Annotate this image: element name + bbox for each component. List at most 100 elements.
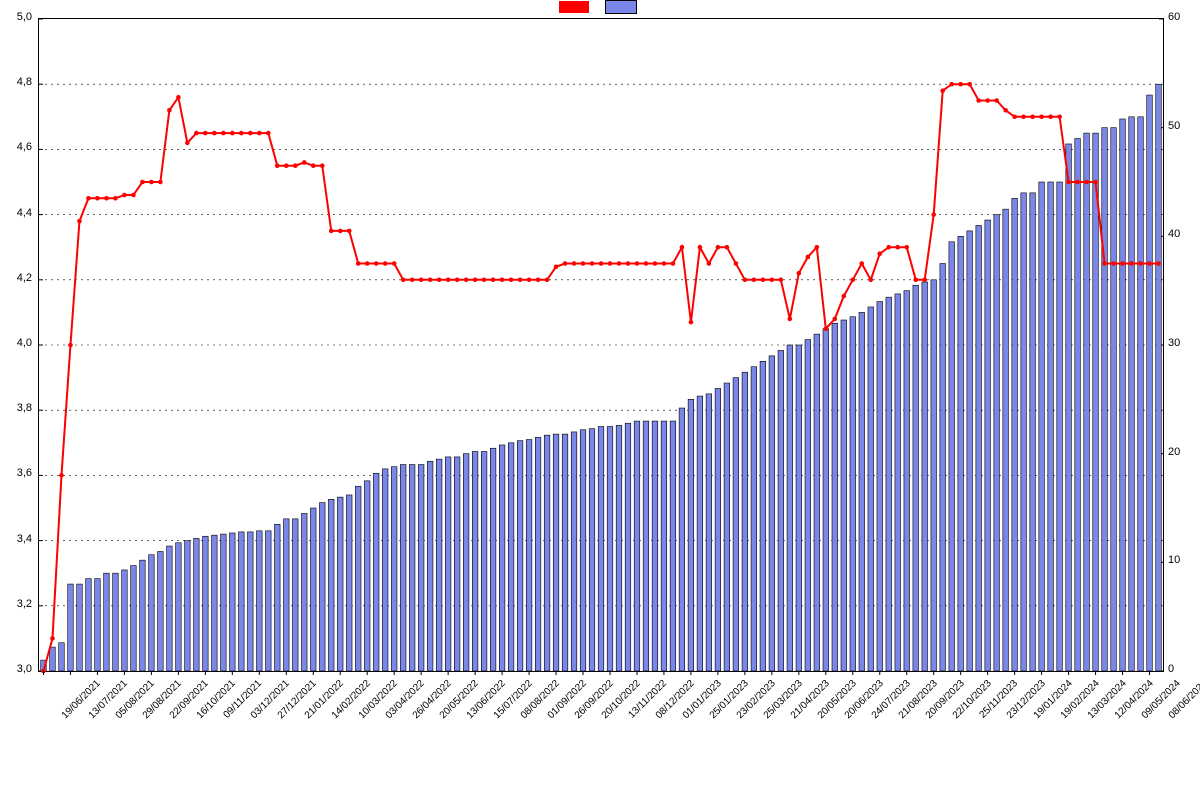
bar: [805, 340, 811, 671]
bar: [787, 345, 793, 671]
bar: [616, 425, 622, 671]
line-marker: [311, 163, 316, 168]
line-marker: [212, 131, 217, 136]
bar: [337, 497, 343, 671]
plot-area: [38, 18, 1164, 672]
line-marker: [437, 278, 442, 283]
bar: [832, 323, 838, 671]
line-marker: [347, 229, 352, 234]
legend: [0, 0, 1200, 14]
bar: [230, 533, 236, 671]
bar: [481, 451, 487, 671]
y-right-tick-label: 30: [1168, 337, 1180, 349]
line-marker: [527, 278, 532, 283]
bar: [508, 443, 514, 671]
line-marker: [1147, 261, 1152, 266]
bar: [868, 307, 874, 671]
bar: [760, 361, 766, 671]
bar: [1066, 144, 1072, 671]
bar: [850, 317, 856, 671]
bar: [562, 434, 568, 671]
line-marker: [428, 278, 433, 283]
line-marker: [904, 245, 909, 250]
bar: [490, 448, 496, 671]
y-left-tick-label: 3,4: [0, 533, 32, 545]
bar: [688, 399, 694, 671]
line-marker: [1093, 180, 1098, 185]
line-marker: [886, 245, 891, 250]
bar: [1102, 128, 1108, 671]
bar: [292, 519, 298, 671]
bar: [77, 584, 83, 671]
bar: [580, 430, 586, 671]
line-marker: [626, 261, 631, 266]
bar: [859, 312, 865, 671]
bar: [931, 280, 937, 671]
line-marker: [158, 180, 163, 185]
line-marker: [185, 141, 190, 146]
line-marker: [1102, 261, 1107, 266]
plot-svg: [39, 19, 1163, 677]
line-marker: [824, 326, 829, 331]
bar: [427, 461, 433, 671]
bar: [742, 372, 748, 671]
line-marker: [958, 82, 963, 87]
bar: [95, 579, 101, 671]
line-marker: [590, 261, 595, 266]
line-marker: [743, 278, 748, 283]
line-marker: [131, 193, 136, 198]
bar: [319, 503, 325, 671]
line-marker: [302, 160, 307, 165]
bar: [382, 469, 388, 671]
line-marker: [374, 261, 379, 266]
y-left-tick-label: 5,0: [0, 11, 32, 23]
bar: [985, 220, 991, 671]
line-marker: [338, 229, 343, 234]
bar: [346, 495, 352, 671]
line-marker: [841, 294, 846, 299]
line-marker: [509, 278, 514, 283]
bar: [113, 573, 119, 671]
line-marker: [167, 108, 172, 113]
bar: [652, 421, 658, 671]
bar: [553, 434, 559, 671]
line-marker: [1039, 115, 1044, 120]
line-marker: [734, 261, 739, 266]
line-marker: [859, 261, 864, 266]
line-marker: [698, 245, 703, 250]
line-marker: [572, 261, 577, 266]
bar: [769, 356, 775, 671]
legend-bar-item: [605, 0, 641, 14]
bar: [733, 378, 739, 671]
line-marker: [419, 278, 424, 283]
line-marker: [275, 163, 280, 168]
line-marker: [392, 261, 397, 266]
bar: [715, 388, 721, 671]
line-marker: [1012, 115, 1017, 120]
line-marker: [761, 278, 766, 283]
line-marker: [563, 261, 568, 266]
y-left-tick-label: 4,8: [0, 76, 32, 88]
line-marker: [949, 82, 954, 87]
line-marker: [680, 245, 685, 250]
line-marker: [922, 278, 927, 283]
line-marker: [940, 88, 945, 93]
bar: [409, 465, 415, 671]
bar: [886, 297, 892, 671]
line-marker: [850, 278, 855, 283]
line-marker: [1111, 261, 1116, 266]
bar: [499, 445, 505, 671]
line-marker: [329, 229, 334, 234]
y-left-tick-label: 3,0: [0, 663, 32, 675]
line-marker: [1084, 180, 1089, 185]
bar: [1003, 209, 1009, 671]
bar: [239, 532, 245, 671]
y-right-tick-label: 0: [1168, 663, 1174, 675]
bar: [266, 531, 272, 671]
bar: [275, 524, 281, 671]
line-marker: [518, 278, 523, 283]
legend-swatch: [605, 0, 637, 14]
line-marker: [671, 261, 676, 266]
line-marker: [1066, 180, 1071, 185]
line-marker: [50, 636, 55, 641]
